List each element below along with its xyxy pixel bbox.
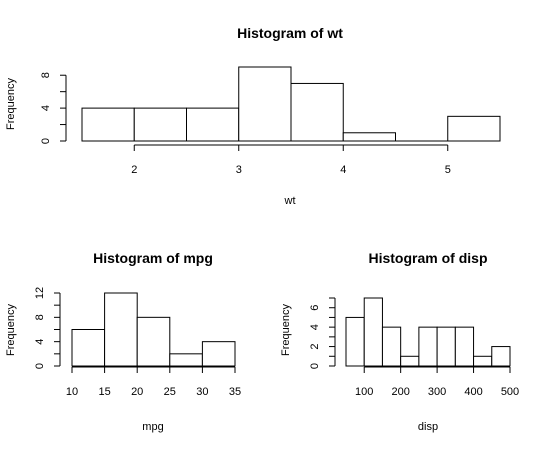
- y-tick-label: 8: [34, 314, 46, 320]
- histogram-bar: [418, 326, 438, 367]
- x-tick-label: 20: [131, 386, 143, 398]
- y-axis-label: Frequency: [5, 78, 17, 130]
- y-axis: 0 4 8: [40, 72, 67, 144]
- histogram-bar: [436, 326, 456, 367]
- y-tick-label: 8: [40, 72, 52, 78]
- histogram-bar: [136, 316, 171, 367]
- x-tick-label: 300: [428, 386, 446, 398]
- chart-title: Histogram of disp: [368, 250, 487, 266]
- x-tick-label: 100: [355, 386, 373, 398]
- histogram-bar: [491, 346, 511, 367]
- histogram-bar: [290, 82, 344, 142]
- x-tick-label: 4: [340, 164, 346, 176]
- y-tick-label: 6: [309, 305, 321, 311]
- x-tick-label: 5: [445, 164, 451, 176]
- histogram-bar: [454, 326, 475, 367]
- x-axis-label: disp: [418, 421, 438, 433]
- histogram-bar: [71, 329, 106, 367]
- chart-title: Histogram of mpg: [93, 250, 213, 266]
- histogram-bar: [345, 316, 365, 367]
- histogram-disp-panel: Histogram of disp 100 200 300 400 500 0 2 4 6 d…: [280, 250, 519, 433]
- histogram-bar: [400, 355, 420, 367]
- y-tick-label: 12: [34, 287, 46, 299]
- bars: [81, 66, 501, 142]
- histogram-bar: [342, 132, 396, 142]
- histogram-bar: [186, 107, 240, 142]
- x-tick-label: 25: [164, 386, 176, 398]
- histogram-bar: [169, 353, 203, 367]
- histogram-bar: [238, 66, 292, 142]
- y-tick-label: 0: [40, 138, 52, 144]
- x-tick-label: 200: [391, 386, 409, 398]
- bars: [345, 297, 511, 367]
- y-tick-label: 2: [309, 344, 321, 350]
- x-axis: 100 200 300 400 500: [355, 366, 519, 398]
- y-tick-label: 0: [34, 363, 46, 369]
- histogram-bar: [473, 355, 493, 367]
- x-tick-label: 10: [66, 386, 78, 398]
- histogram-bar: [447, 115, 501, 142]
- histogram-bar: [81, 107, 135, 142]
- histogram-bar: [201, 341, 236, 367]
- y-tick-label: 0: [309, 363, 321, 369]
- histogram-bar: [381, 326, 402, 367]
- x-tick-label: 3: [236, 164, 242, 176]
- x-axis-label: mpg: [142, 421, 163, 433]
- histogram-bar: [133, 107, 187, 142]
- x-axis: 2 3 4 5: [131, 144, 451, 176]
- y-axis-label: Frequency: [280, 304, 292, 356]
- x-axis: 10 15 20 25 30 35: [66, 366, 241, 398]
- x-tick-label: 500: [501, 386, 519, 398]
- y-tick-label: 4: [40, 105, 52, 111]
- x-tick-label: 400: [464, 386, 482, 398]
- y-axis: 0 4 8 12: [34, 287, 61, 369]
- histogram-wt-panel: Histogram of wt 2 3 4 5 0 4 8 wt Frequency: [5, 25, 501, 207]
- x-tick-label: 30: [196, 386, 208, 398]
- histogram-bar: [104, 292, 138, 367]
- x-tick-label: 35: [229, 386, 241, 398]
- histogram-bar: [363, 297, 383, 367]
- chart-title: Histogram of wt: [237, 25, 343, 41]
- x-axis-label: wt: [284, 195, 296, 207]
- bars: [71, 292, 236, 367]
- x-tick-label: 15: [98, 386, 110, 398]
- y-axis-label: Frequency: [5, 304, 17, 356]
- x-tick-label: 2: [131, 164, 137, 176]
- y-tick-label: 4: [309, 324, 321, 330]
- y-tick-label: 4: [34, 339, 46, 345]
- y-axis: 0 2 4 6: [309, 297, 336, 369]
